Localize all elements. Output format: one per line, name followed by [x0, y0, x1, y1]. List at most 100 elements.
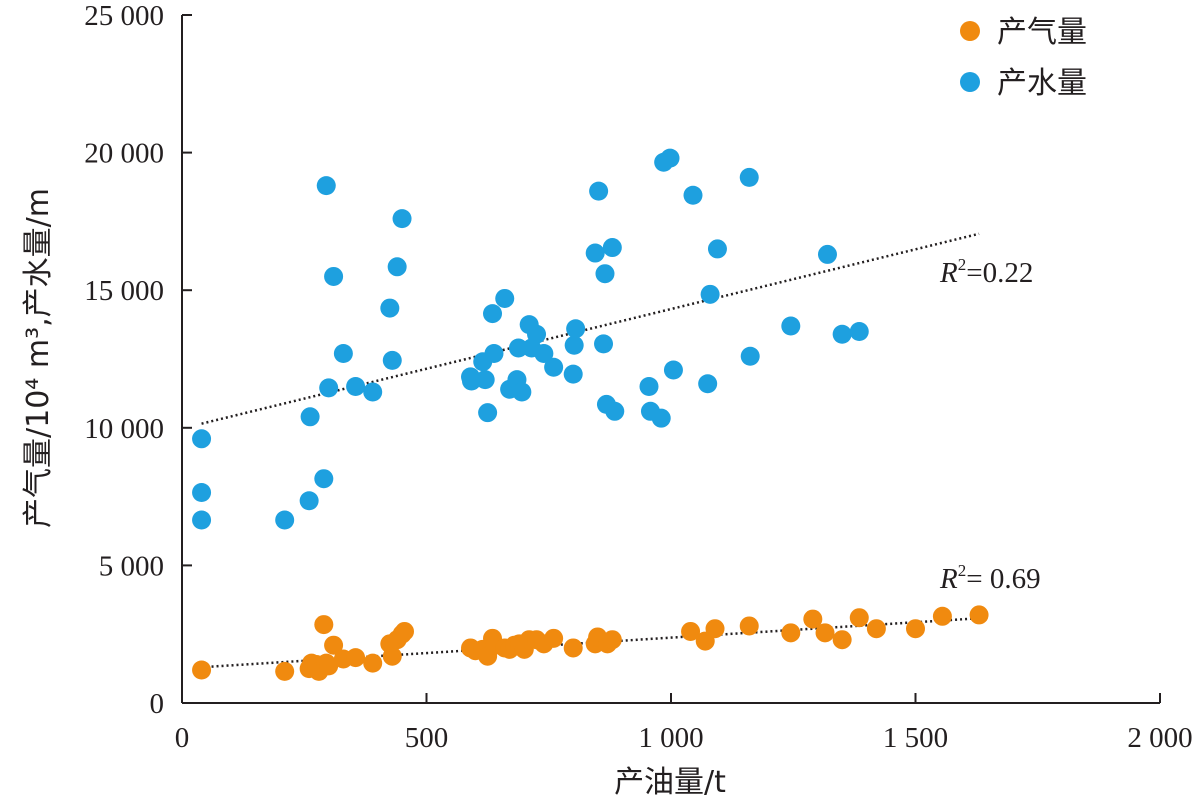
water-data-point: [300, 407, 320, 427]
water-data-point: [483, 304, 503, 324]
x-axis-ticks: 0 500 1 000 1 500 2 000: [175, 693, 1193, 754]
gas-data-point: [803, 609, 823, 629]
water-data-point: [849, 321, 869, 341]
legend-marker-water: [960, 72, 980, 92]
water-data-point: [589, 181, 609, 201]
gas-data-point: [382, 646, 402, 666]
x-tick-label: 500: [405, 722, 449, 754]
water-data-point: [324, 266, 344, 286]
water-data-point: [299, 491, 319, 511]
legend-marker-gas: [960, 21, 980, 41]
water-data-point: [478, 403, 498, 423]
r2-label-gas: R2= 0.69: [939, 561, 1041, 595]
data-points: [192, 148, 989, 681]
water-data-point: [651, 408, 671, 428]
y-tick-label: 5 000: [99, 550, 164, 582]
water-data-point: [739, 167, 759, 187]
x-tick-label: 1 000: [638, 722, 703, 754]
water-data-point: [585, 243, 605, 263]
water-data-point: [495, 288, 515, 308]
water-data-point: [382, 350, 402, 370]
water-data-point: [660, 148, 680, 168]
water-data-point: [707, 239, 727, 259]
gas-data-point: [906, 619, 925, 639]
water-data-point: [594, 334, 614, 354]
water-data-point: [387, 257, 407, 277]
water-data-point: [346, 377, 366, 397]
gas-data-point: [363, 653, 383, 673]
water-data-point: [192, 482, 212, 502]
water-data-point: [534, 343, 554, 363]
y-tick-label: 25 000: [84, 0, 164, 32]
water-data-point: [563, 364, 583, 384]
y-tick-label: 20 000: [84, 138, 164, 170]
gas-data-point: [815, 623, 835, 643]
water-data-point: [544, 357, 564, 377]
legend: 产气量 产水量: [960, 15, 1087, 101]
water-data-point: [566, 319, 586, 339]
y-tick-label: 15 000: [84, 275, 164, 307]
gas-data-point: [563, 638, 583, 658]
gas-data-point: [602, 630, 622, 650]
gas-data-point: [346, 648, 366, 668]
water-data-point: [392, 209, 412, 229]
water-data-point: [461, 371, 481, 391]
water-data-point: [192, 510, 212, 530]
y-axis-title: 产气量/10⁴ m³,产水量/m: [21, 188, 56, 528]
x-tick-label: 0: [175, 722, 190, 754]
gas-data-point: [192, 660, 212, 680]
gas-data-point: [544, 628, 564, 648]
water-data-point: [700, 284, 720, 304]
water-data-point: [314, 469, 334, 489]
trendlines: [201, 232, 980, 669]
water-data-point: [740, 346, 760, 366]
gas-data-point: [739, 616, 759, 636]
water-data-point: [663, 360, 683, 380]
gas-data-point: [849, 608, 869, 628]
gas-data-point: [324, 635, 344, 655]
water-data-point: [512, 382, 532, 402]
water-data-point: [380, 298, 400, 318]
water-data-point: [527, 324, 547, 344]
water-data-point: [817, 244, 837, 264]
water-data-point: [832, 324, 852, 344]
gas-data-point: [314, 615, 334, 635]
water-data-point: [698, 374, 718, 394]
water-data-point: [484, 343, 504, 363]
x-axis-title: 产油量/t: [614, 765, 726, 800]
water-data-point: [316, 176, 336, 196]
water-data-point: [319, 378, 339, 398]
water-data-point: [333, 343, 353, 363]
water-data-point: [192, 429, 212, 449]
gas-data-point: [705, 619, 725, 639]
y-tick-label: 10 000: [84, 413, 164, 445]
axes: [181, 15, 1160, 704]
y-axis-ticks: 0 5 000 10 000 15 000 20 000 25 000: [84, 0, 192, 720]
gas-data-point: [394, 621, 414, 641]
gas-data-point: [832, 630, 852, 650]
water-data-point: [508, 338, 528, 358]
gas-data-point: [781, 623, 801, 643]
r2-label-water: R2=0.22: [939, 255, 1033, 289]
gas-data-point: [275, 661, 295, 681]
water-data-point: [605, 401, 625, 421]
water-data-point: [363, 382, 383, 402]
y-tick-label: 0: [150, 688, 165, 720]
gas-data-point: [866, 619, 886, 639]
water-data-point: [475, 370, 495, 390]
water-data-point: [602, 238, 622, 258]
water-data-point: [564, 335, 584, 355]
x-tick-label: 2 000: [1127, 722, 1192, 754]
water-data-point: [595, 264, 615, 284]
gas-data-point: [969, 605, 989, 625]
legend-label-water: 产水量: [997, 66, 1087, 101]
water-data-point: [639, 377, 659, 397]
trendline-water: [201, 232, 980, 425]
gas-data-point: [932, 606, 952, 626]
water-data-point: [275, 510, 295, 530]
water-data-point: [781, 316, 801, 336]
gas-data-point: [681, 621, 701, 641]
water-data-point: [683, 185, 703, 205]
legend-label-gas: 产气量: [997, 15, 1087, 50]
